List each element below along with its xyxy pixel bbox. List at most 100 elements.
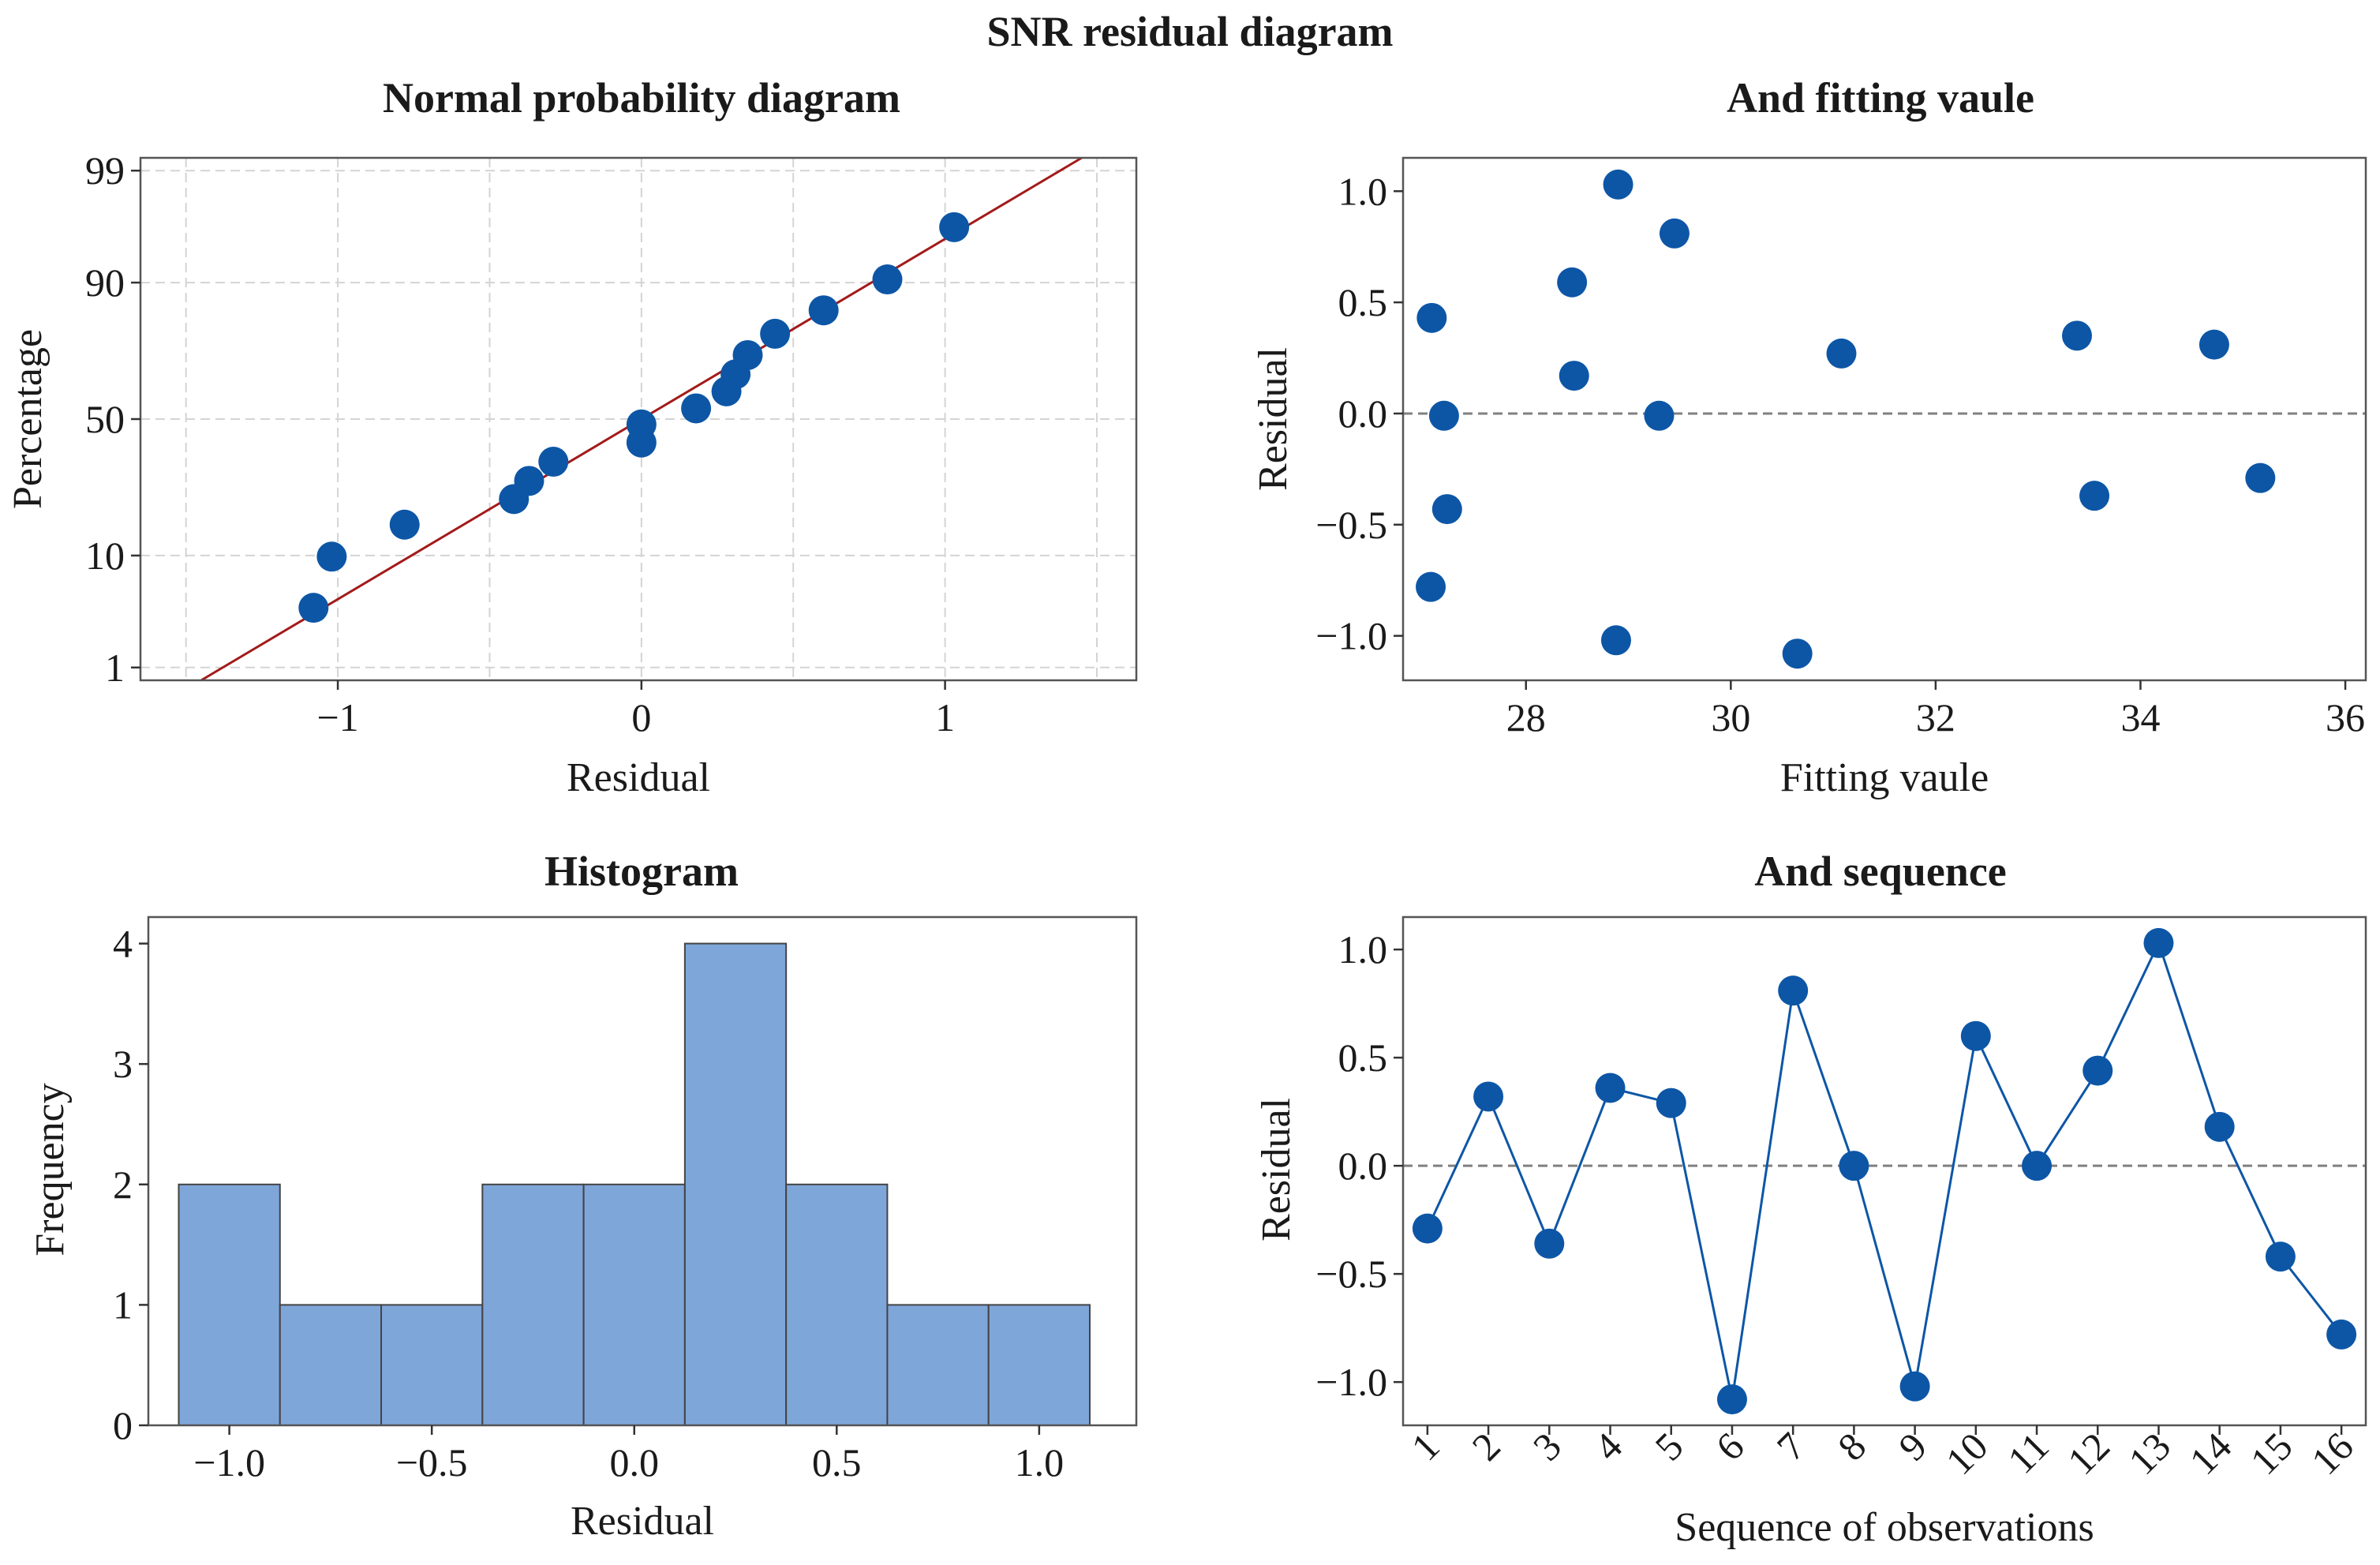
x-axis-label: Residual <box>567 755 710 800</box>
data-point <box>1416 571 1446 602</box>
data-point <box>2204 1111 2235 1142</box>
data-point <box>1559 361 1589 391</box>
data-point <box>389 509 420 540</box>
data-point <box>1778 975 1809 1006</box>
histogram-bar <box>582 1183 686 1426</box>
histogram-bar <box>683 942 788 1426</box>
y-tick-label: 0.0 <box>1338 391 1388 436</box>
y-tick-label: −1.0 <box>1315 1360 1387 1404</box>
bars <box>178 942 1091 1426</box>
plot-frame <box>1401 915 2367 1427</box>
data-point <box>760 318 791 349</box>
data-point <box>626 409 657 440</box>
x-tick-label: 2 <box>1464 1424 1509 1469</box>
x-axis-ticks: −1 0 1 <box>316 680 955 739</box>
y-tick-label: 90 <box>85 260 125 305</box>
x-tick-label: 36 <box>2326 695 2365 739</box>
x-tick-label: 34 <box>2120 695 2160 739</box>
x-tick-label: 1 <box>935 695 955 739</box>
x-tick-label: 10 <box>1937 1424 1996 1483</box>
y-tick-label: 99 <box>85 148 125 193</box>
points <box>1416 169 2276 669</box>
y-tick-label: −1.0 <box>1315 614 1387 658</box>
data-point <box>316 541 347 572</box>
x-axis-label: Fitting vaule <box>1780 755 1989 800</box>
data-point <box>2079 481 2110 511</box>
x-tick-label: 16 <box>2303 1424 2362 1483</box>
y-axis-ticks: −1.0 −0.5 0.0 0.5 1.0 <box>1315 927 1403 1404</box>
y-tick-label: 3 <box>113 1042 133 1086</box>
y-axis-label: Residual <box>1251 347 1296 491</box>
y-tick-label: 50 <box>85 397 125 441</box>
data-point <box>514 466 544 496</box>
data-point <box>872 264 903 295</box>
data-point <box>939 212 970 242</box>
points <box>298 212 970 623</box>
data-point <box>1431 494 1462 525</box>
data-point <box>1473 1081 1504 1112</box>
y-tick-label: 0.5 <box>1338 1035 1388 1080</box>
x-axis-label: Sequence of observations <box>1675 1505 2094 1550</box>
y-tick-label: 1.0 <box>1338 169 1388 213</box>
x-tick-label: 4 <box>1585 1424 1630 1469</box>
x-tick-label: 11 <box>1999 1424 2057 1482</box>
x-tick-label: −1.0 <box>193 1440 265 1485</box>
x-tick-label: 0 <box>631 695 651 739</box>
data-point <box>1659 218 1690 249</box>
data-point <box>1826 338 1857 369</box>
x-tick-label: 13 <box>2120 1424 2179 1483</box>
data-point <box>2326 1319 2357 1350</box>
y-tick-label: 1.0 <box>1338 927 1388 972</box>
x-tick-label: 12 <box>2059 1424 2118 1483</box>
data-point <box>1656 1088 1686 1118</box>
points <box>1412 927 2357 1415</box>
data-point <box>1839 1151 1869 1181</box>
x-tick-label: 8 <box>1829 1424 1874 1469</box>
x-tick-label: 15 <box>2242 1424 2301 1483</box>
data-point <box>2265 1241 2296 1272</box>
x-tick-label: 0.5 <box>812 1440 862 1485</box>
histogram-bar <box>178 1183 281 1426</box>
panel-title: And fitting vaule <box>1727 74 2034 122</box>
y-axis-ticks: 0 1 2 3 4 <box>113 922 148 1447</box>
data-point <box>2143 927 2174 958</box>
data-point <box>1412 1213 1443 1244</box>
x-tick-label: 28 <box>1506 695 1546 739</box>
data-point <box>1782 638 1813 669</box>
histogram-panel: Histogram −1.0 −0.5 0.0 0.5 1.0 0 1 2 3 4 Residu… <box>28 848 1138 1544</box>
data-point <box>1534 1228 1565 1259</box>
fitting-value-panel: And fitting vaule 28 30 32 34 36 −1.0 −0.5 0.0… <box>1251 74 2367 800</box>
x-tick-label: 1 <box>1402 1424 1447 1469</box>
x-tick-label: 6 <box>1707 1424 1752 1469</box>
normal-probability-panel: Normal probability diagram −1 0 1 1 10 50 90 9… <box>6 74 1138 800</box>
x-tick-label: 0.0 <box>609 1440 659 1485</box>
x-axis-label: Residual <box>571 1499 714 1544</box>
data-point <box>1416 302 1447 333</box>
x-tick-label: −0.5 <box>396 1440 468 1485</box>
x-tick-label: 9 <box>1890 1424 1935 1469</box>
data-point <box>2199 329 2229 360</box>
data-point <box>1557 267 1588 298</box>
data-point <box>1960 1020 1991 1051</box>
data-point <box>681 393 712 424</box>
y-axis-label: Percentage <box>6 329 51 509</box>
y-tick-label: 1 <box>105 646 125 690</box>
data-point <box>1716 1384 1747 1415</box>
x-axis-ticks: −1.0 −0.5 0.0 0.5 1.0 <box>193 1425 1064 1485</box>
data-point <box>2062 320 2092 351</box>
y-axis-ticks: −1.0 −0.5 0.0 0.5 1.0 <box>1315 169 1403 658</box>
data-point <box>1428 400 1459 431</box>
panel-title: And sequence <box>1754 848 2007 895</box>
y-tick-label: 0 <box>113 1403 133 1447</box>
y-axis-ticks: 1 10 50 90 99 <box>85 148 140 690</box>
histogram-bar <box>785 1183 889 1426</box>
figure-title: SNR residual diagram <box>986 8 1393 55</box>
y-tick-label: 1 <box>113 1282 133 1327</box>
histogram-bar <box>886 1304 990 1426</box>
histogram-bar <box>987 1304 1091 1426</box>
y-tick-label: 4 <box>113 922 133 966</box>
x-tick-label: 14 <box>2181 1424 2240 1483</box>
x-tick-label: 30 <box>1711 695 1750 739</box>
data-point <box>1603 169 1633 200</box>
